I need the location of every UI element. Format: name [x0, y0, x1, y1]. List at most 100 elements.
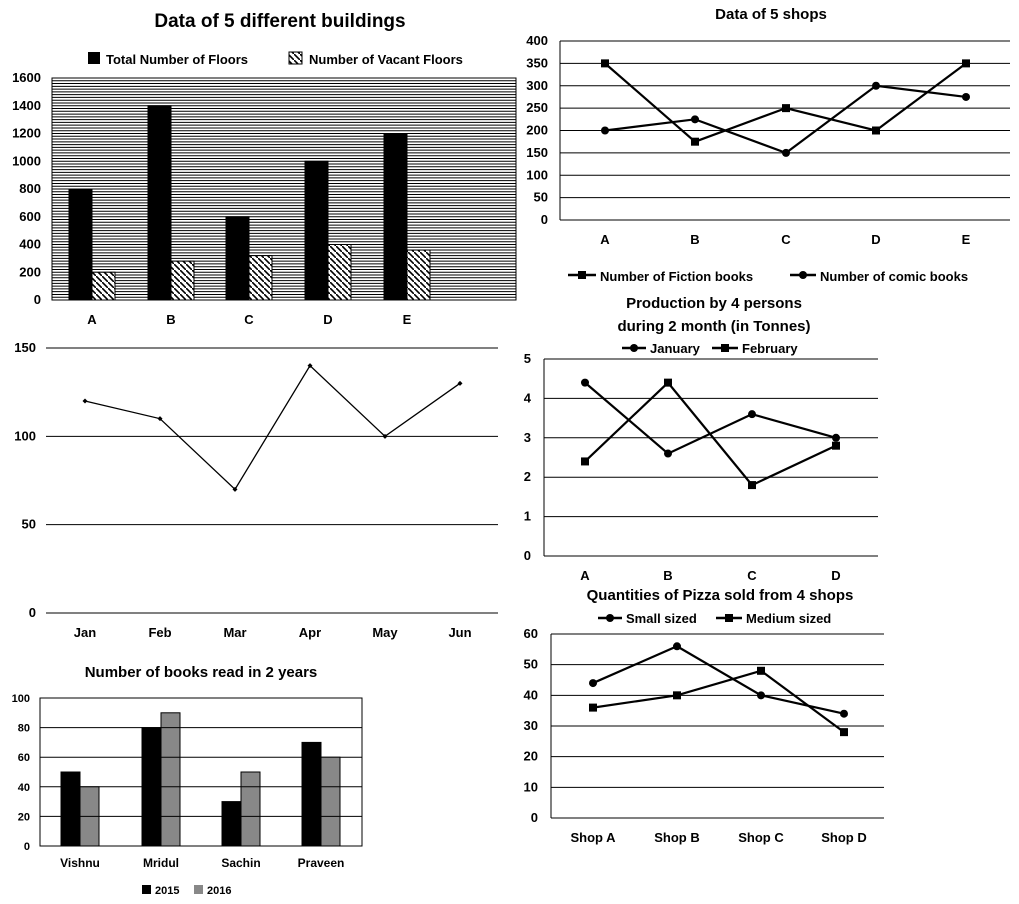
shops-legend-comic-label: Number of comic books — [820, 269, 968, 284]
point-february-b — [664, 378, 672, 387]
y-tick-label: 5 — [524, 351, 531, 366]
point-medium-sized-shop-d — [840, 728, 848, 737]
y-tick-label: 100 — [14, 428, 36, 443]
y-tick-label: 200 — [19, 264, 41, 279]
y-tick-label: 20 — [18, 811, 30, 823]
bar-buildings-total-number-of-floors-e — [383, 133, 408, 301]
y-tick-label: 400 — [526, 33, 548, 48]
production-legend-january-label: January — [650, 341, 701, 356]
pizza-legend-medium-marker — [725, 614, 733, 622]
monthly-line — [82, 363, 463, 492]
x-tick-label: A — [580, 568, 590, 583]
point-january-c — [748, 410, 756, 419]
y-tick-label: 2 — [524, 469, 531, 484]
series-line-values — [84, 364, 461, 491]
buildings-legend-vacant-label: Number of Vacant Floors — [309, 52, 463, 67]
production-axes: 0 1 2 3 4 5 A B C D — [524, 351, 878, 583]
y-tick-label: 80 — [18, 723, 30, 735]
pizza-axes: 0 10 20 30 40 50 60 Shop A Shop B Shop C Shop D — [524, 626, 884, 845]
bar-books-2015-sachin — [221, 801, 242, 847]
y-tick-label: 1400 — [12, 98, 41, 113]
bar-books-2016-mridul — [160, 712, 181, 847]
bar-books-2015-mridul — [141, 727, 162, 847]
y-tick-label: 350 — [526, 55, 548, 70]
bar-buildings-number-of-vacant-floors-b — [170, 260, 195, 301]
books-chart: Number of books read in 2 years 0 20 40 60 8… — [12, 664, 363, 897]
y-tick-label: 10 — [524, 779, 538, 794]
y-tick-label: 50 — [524, 657, 538, 672]
pizza-legend-small-marker — [606, 614, 614, 622]
series-line-january — [584, 381, 837, 455]
x-tick-label: D — [323, 312, 332, 327]
point-january-d — [832, 433, 840, 442]
point-february-a — [581, 457, 589, 466]
x-tick-label: Shop B — [654, 830, 700, 845]
shops-axes: 0 50 100 150 200 250 300 350 400 A B C D E — [526, 33, 970, 247]
point-medium-sized-shop-c — [757, 666, 765, 675]
buildings-legend-total-swatch — [88, 52, 100, 64]
point-number-of-comic-books-b — [691, 115, 699, 124]
point-small-sized-shop-c — [757, 691, 765, 700]
shops-lines — [601, 59, 970, 157]
y-tick-label: 60 — [524, 626, 538, 641]
y-tick-label: 1200 — [12, 126, 41, 141]
point-number-of-comic-books-d — [872, 81, 880, 90]
x-tick-label: B — [663, 568, 672, 583]
x-tick-label: Apr — [299, 625, 321, 640]
point-number-of-fiction-books-e — [962, 59, 970, 68]
x-tick-label: Mar — [223, 625, 246, 640]
point-number-of-fiction-books-a — [601, 59, 609, 68]
production-legend-february-label: February — [742, 341, 798, 356]
production-chart: Production by 4 persons during 2 month (… — [524, 295, 878, 583]
x-tick-label: Jun — [448, 625, 471, 640]
books-legend-2016-label: 2016 — [207, 885, 231, 897]
production-legend-january-marker — [630, 344, 638, 352]
y-tick-label: 150 — [14, 340, 36, 355]
point-small-sized-shop-d — [840, 709, 848, 718]
buildings-axes: 0 200 400 600 800 1000 1200 1400 1600 A B C D E — [12, 70, 412, 327]
shops-legend-fiction-marker — [578, 271, 586, 279]
point-number-of-comic-books-a — [601, 126, 609, 135]
pizza-title: Quantities of Pizza sold from 4 shops — [587, 587, 854, 604]
books-legend-2015-label: 2015 — [155, 885, 179, 897]
buildings-title: Data of 5 different buildings — [154, 11, 405, 32]
y-tick-label: 0 — [531, 810, 538, 825]
y-tick-label: 300 — [526, 78, 548, 93]
bar-books-2015-vishnu — [60, 771, 81, 847]
series-line-february — [584, 381, 837, 487]
books-legend-2015-swatch — [142, 885, 151, 894]
bar-buildings-number-of-vacant-floors-d — [327, 244, 352, 301]
x-tick-label: Shop D — [821, 830, 867, 845]
y-tick-label: 40 — [524, 687, 538, 702]
x-tick-label: C — [244, 312, 254, 327]
y-tick-label: 60 — [18, 752, 30, 764]
y-tick-label: 0 — [29, 605, 36, 620]
y-tick-label: 150 — [526, 145, 548, 160]
books-axes: 0 20 40 60 80 100 Vishnu Mridul Sachin Praveen — [12, 693, 345, 870]
point-values-feb — [157, 416, 163, 422]
series-line-number-of-fiction-books — [604, 62, 967, 143]
production-title-line-2: during 2 month (in Tonnes) — [617, 318, 810, 335]
series-line-medium-sized — [592, 669, 845, 734]
books-title: Number of books read in 2 years — [85, 664, 318, 681]
x-tick-label: B — [690, 232, 699, 247]
point-values-apr — [307, 363, 313, 369]
point-number-of-comic-books-c — [782, 148, 790, 157]
bar-books-2016-sachin — [240, 771, 261, 847]
production-legend-february-marker — [721, 344, 729, 352]
monthly-grid — [46, 347, 498, 614]
books-plot-frame — [39, 697, 363, 847]
x-tick-label: D — [871, 232, 880, 247]
y-tick-label: 800 — [19, 181, 41, 196]
bar-books-2015-praveen — [301, 741, 322, 847]
point-values-jan — [82, 398, 88, 404]
x-tick-label: B — [166, 312, 175, 327]
pizza-legend-medium-label: Medium sized — [746, 611, 831, 626]
books-bars — [60, 712, 341, 847]
x-tick-label: A — [600, 232, 610, 247]
pizza-chart: Quantities of Pizza sold from 4 shops Sm… — [524, 587, 884, 845]
y-tick-label: 40 — [18, 782, 30, 794]
point-medium-sized-shop-a — [589, 703, 597, 712]
x-tick-label: May — [372, 625, 398, 640]
point-number-of-fiction-books-c — [782, 104, 790, 113]
